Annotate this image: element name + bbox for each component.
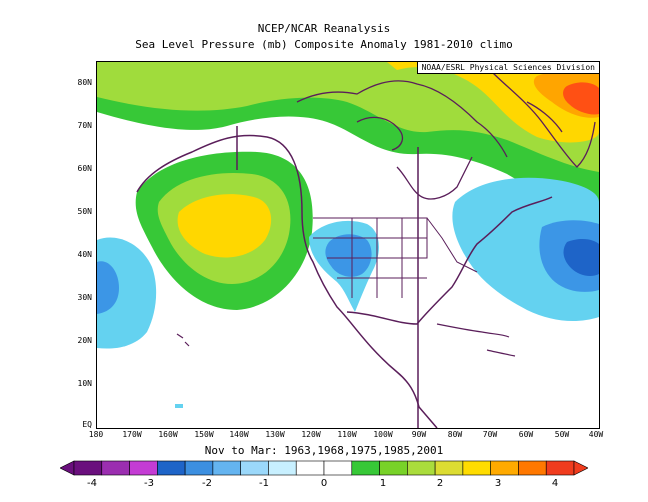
colorbar-cell (73, 460, 103, 476)
colorbar-label: 0 (320, 478, 328, 489)
hawaii-coast (176, 333, 190, 347)
lon-label: 40W (588, 430, 604, 439)
lon-label: 70W (482, 430, 498, 439)
lat-label: EQ (82, 420, 92, 429)
small-island-patch (175, 404, 183, 408)
colorbar-cell (101, 460, 130, 476)
lon-label: 90W (411, 430, 427, 439)
colorbar-cell (295, 460, 325, 476)
lat-label: 40N (77, 250, 92, 259)
lon-label: 80W (447, 430, 463, 439)
colorbar-cell (490, 460, 519, 476)
colorbar-cell (434, 460, 464, 476)
colorbar-arrow-right (573, 460, 588, 476)
colorbar-label: 4 (551, 478, 559, 489)
lat-label: 20N (77, 336, 92, 345)
lon-label: 110W (337, 430, 357, 439)
colorbar-cell (379, 460, 408, 476)
us-state-borders (313, 217, 478, 298)
anomaly-map: NOAA/ESRL Physical Sciences Division (96, 61, 600, 429)
lon-label: 140W (229, 430, 249, 439)
arctic-islands-coast (296, 80, 508, 158)
colorbar-cell (545, 460, 575, 476)
colorbar-cell (462, 460, 491, 476)
colorbar-cell (129, 460, 158, 476)
colorbar-cell (240, 460, 269, 476)
lon-label: 160W (158, 430, 178, 439)
colorbar-cell (518, 460, 547, 476)
colorbar-label: -2 (202, 478, 212, 489)
lon-label: 60W (518, 430, 534, 439)
lon-label: 50W (554, 430, 570, 439)
lon-label: 100W (373, 430, 393, 439)
colorbar-cell (184, 460, 214, 476)
colorbar-cells (60, 460, 588, 476)
atlantic-low-core (563, 238, 599, 276)
lat-label: 80N (77, 78, 92, 87)
colorbar-label: -4 (87, 478, 97, 489)
north-america-coastline (136, 134, 553, 428)
colorbar-cell (212, 460, 241, 476)
lon-label: 180 (88, 430, 104, 439)
hudson-bay-coast (396, 156, 473, 200)
greenland-red-high (563, 82, 599, 115)
colorbar-cell (268, 460, 297, 476)
colorbar-cell (407, 460, 436, 476)
lon-label: 150W (194, 430, 214, 439)
composite-period: Nov to Mar: 1963,1968,1975,1985,2001 (204, 444, 444, 457)
greenland-coast (491, 71, 596, 168)
colorbar-label: -1 (259, 478, 269, 489)
colorbar-label: -3 (144, 478, 154, 489)
colorbar-label: 1 (379, 478, 387, 489)
lat-label: 10N (77, 379, 92, 388)
colorbar (60, 460, 588, 476)
lat-label: 70N (77, 121, 92, 130)
colorbar-cell (157, 460, 186, 476)
credit-label: NOAA/ESRL Physical Sciences Division (416, 62, 599, 74)
colorbar-cell (351, 460, 380, 476)
lon-label: 130W (265, 430, 285, 439)
colorbar-arrow-left (60, 460, 75, 476)
lat-label: 30N (77, 293, 92, 302)
anomaly-map-svg (97, 62, 599, 428)
great-basin-low-core (325, 234, 372, 277)
west-pacific-low (97, 237, 157, 349)
map-title: NCEP/NCAR Reanalysis (257, 22, 391, 35)
arctic-positive-inner (97, 62, 599, 172)
west-pacific-low-core (97, 261, 119, 314)
lat-label: 60N (77, 164, 92, 173)
map-subtitle: Sea Level Pressure (mb) Composite Anomal… (135, 38, 513, 51)
colorbar-label: 3 (494, 478, 502, 489)
lon-label: 170W (122, 430, 142, 439)
caribbean-coast (436, 323, 516, 357)
colorbar-label: 2 (436, 478, 444, 489)
colorbar-cell (323, 460, 353, 476)
lon-label: 120W (301, 430, 321, 439)
lat-label: 50N (77, 207, 92, 216)
pacific-high-yellow (177, 194, 272, 258)
